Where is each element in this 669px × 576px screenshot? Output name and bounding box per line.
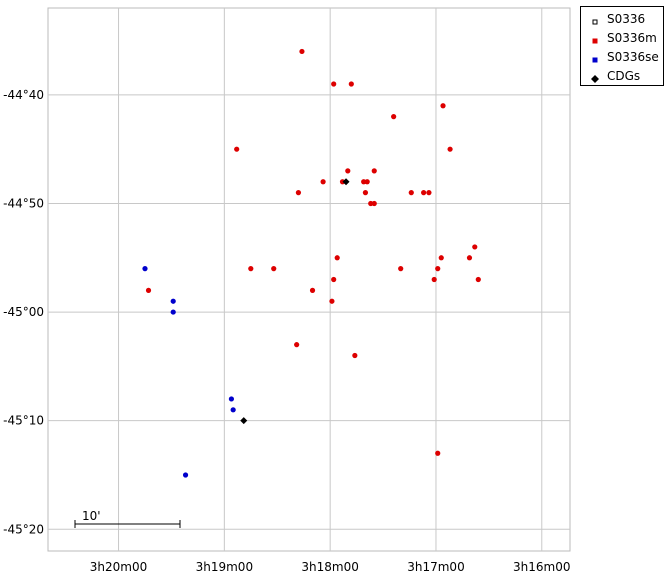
data-point: [142, 266, 148, 272]
legend-label: S0336: [607, 12, 646, 26]
data-point: [329, 298, 335, 304]
data-point: [426, 190, 432, 196]
data-point: [345, 168, 351, 174]
data-point: [364, 179, 370, 185]
grid: [48, 8, 570, 551]
legend-item-s0336se: S0336se: [589, 50, 659, 64]
data-point: [438, 255, 444, 261]
legend-item-s0336m: S0336m: [589, 31, 657, 45]
data-point: [234, 146, 240, 152]
data-point: [352, 352, 358, 359]
data-point: [145, 287, 152, 293]
x-tick-label: 3h19m00: [196, 560, 253, 574]
data-point: [398, 266, 404, 272]
plot-frame: [47, 7, 571, 552]
legend-label: CDGs: [607, 69, 641, 83]
data-point: [170, 309, 176, 315]
x-tick-label: 3h17m00: [407, 560, 464, 574]
y-tick-label: -45°10: [3, 414, 44, 428]
data-point: [182, 472, 189, 478]
scale-bar-label: 10': [82, 509, 101, 523]
data-point: [170, 298, 176, 304]
data-point: [295, 190, 302, 196]
legend-item-s0336: S0336: [589, 12, 645, 26]
data-point: [431, 276, 437, 283]
tick-labels: 3h20m00 3h19m00 3h18m00 3h17m00 3h16m00 -44°4…: [3, 88, 570, 574]
data-point: [475, 276, 481, 283]
x-tick-label: 3h16m00: [513, 560, 570, 574]
legend-label: S0336m: [607, 31, 657, 45]
data-point: [334, 255, 340, 261]
data-points: [142, 48, 481, 478]
legend: S0336 S0336m S0336se CDGs: [580, 6, 664, 86]
blue-square-marker-icon: [589, 51, 601, 63]
data-point: [371, 200, 377, 207]
diamond-marker-icon: [589, 70, 601, 83]
y-tick-label: -45°00: [3, 305, 44, 319]
data-point: [440, 103, 446, 109]
data-point: [371, 168, 377, 174]
data-point: [309, 287, 316, 293]
legend-item-cdgs: CDGs: [589, 69, 640, 83]
y-tick-label: -45°20: [3, 522, 44, 536]
data-point: [299, 48, 305, 55]
data-point: [435, 266, 441, 272]
data-point: [362, 190, 369, 196]
data-point: [331, 276, 337, 283]
data-point-diamond: [342, 178, 350, 186]
scale-bar: 10': [74, 509, 181, 528]
open-square-marker-icon: [589, 13, 601, 25]
data-point: [408, 190, 414, 196]
red-square-marker-icon: [589, 32, 601, 44]
data-point: [331, 81, 337, 87]
data-point: [339, 179, 346, 185]
data-point: [320, 179, 326, 185]
data-point: [447, 146, 453, 152]
x-tick-label: 3h20m00: [90, 560, 147, 574]
data-point: [230, 407, 236, 413]
data-point: [348, 81, 354, 87]
data-point: [271, 266, 277, 272]
data-point: [248, 266, 254, 272]
data-point: [435, 450, 441, 456]
data-point: [472, 244, 478, 250]
data-point: [391, 114, 397, 120]
data-point: [294, 342, 300, 348]
legend-label: S0336se: [607, 50, 659, 64]
data-point-diamond: [240, 417, 248, 425]
y-tick-label: -44°40: [3, 88, 44, 102]
x-tick-label: 3h18m00: [301, 560, 358, 574]
data-point: [466, 255, 473, 261]
data-point: [421, 190, 427, 196]
y-tick-label: -44°50: [3, 196, 44, 210]
data-point: [228, 396, 235, 402]
